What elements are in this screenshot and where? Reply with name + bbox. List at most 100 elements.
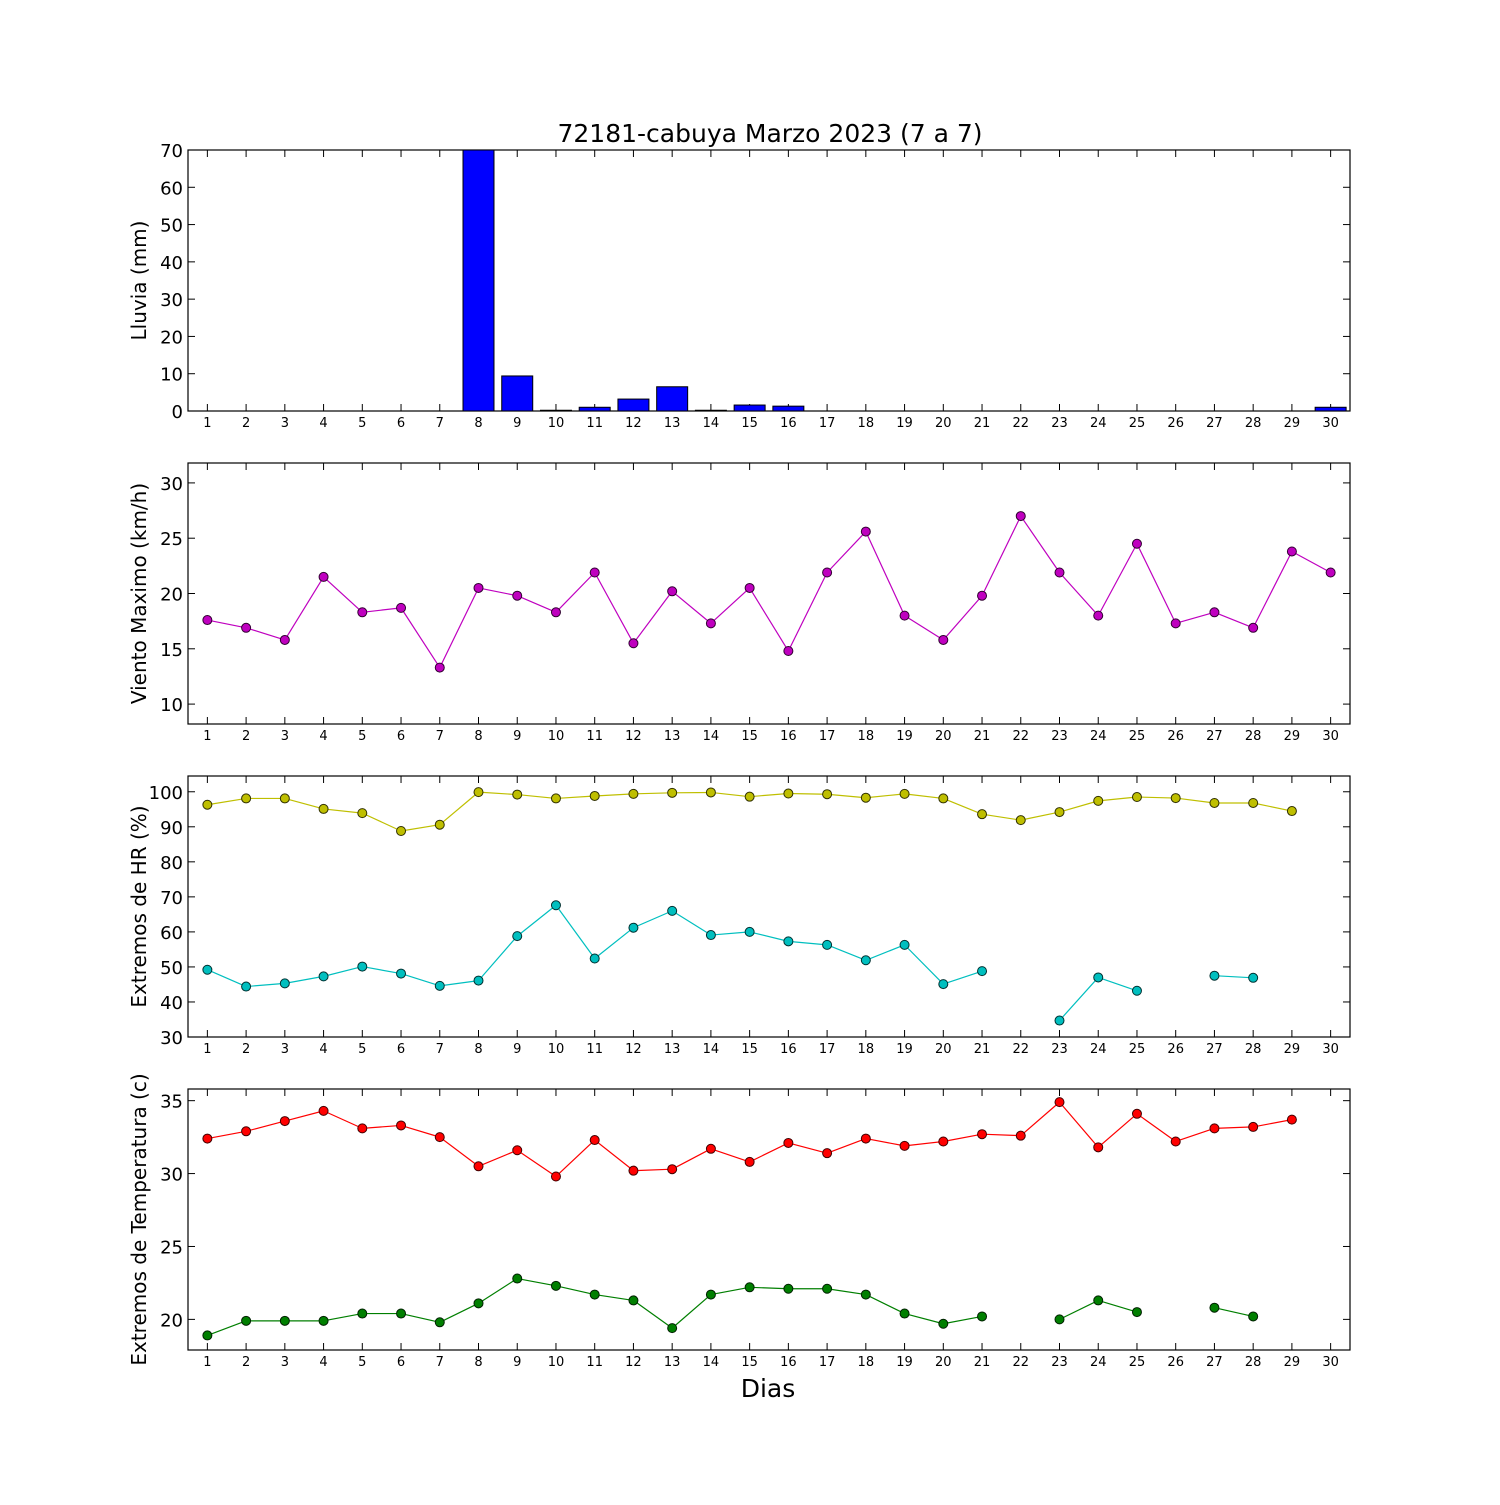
rain-panel-ytick-label: 60 [160,178,183,199]
temperature-panel-xtick-label: 9 [513,1355,521,1370]
humidity-max-point [1132,793,1141,802]
humidity-max-point [358,809,367,818]
temp-max-point [861,1134,870,1143]
humidity-min-point [397,969,406,978]
humidity-max-point [1210,798,1219,807]
humidity-max-point [590,791,599,800]
temp-max-point [784,1138,793,1147]
humidity-panel-xtick-label: 28 [1245,1042,1262,1057]
rain-panel-xtick-label: 3 [281,416,289,431]
wind-max-point [900,611,909,620]
rain-panel-xtick-label: 16 [780,416,797,431]
rain-panel-ytick-label: 20 [160,327,183,348]
humidity-panel-xtick-label: 8 [474,1042,482,1057]
temp-max-point [823,1149,832,1158]
humidity-max-point [900,789,909,798]
temperature-panel-xtick-label: 20 [935,1355,952,1370]
temperature-panel-xtick-label: 10 [548,1355,565,1370]
rain-panel-xtick-label: 12 [625,416,642,431]
humidity-panel-xtick-label: 11 [586,1042,603,1057]
wind-panel-xtick-label: 20 [935,729,952,744]
wind-max-point [1094,611,1103,620]
humidity-panel-xtick-label: 10 [548,1042,565,1057]
humidity-min-point [513,932,522,941]
temp-min-point [745,1283,754,1292]
temp-min-point [551,1281,560,1290]
humidity-min-point [203,965,212,974]
temp-min-point [939,1319,948,1328]
rain-panel-xtick-label: 2 [242,416,250,431]
temp-max-point [1094,1143,1103,1152]
rain-bar [579,407,610,411]
wind-panel-xtick-label: 11 [586,729,603,744]
temp-max-point [668,1165,677,1174]
humidity-max-point [513,790,522,799]
temperature-panel-xtick-label: 26 [1167,1355,1184,1370]
temp-min-point [1132,1308,1141,1317]
humidity-min-point [1249,973,1258,982]
humidity-max-point [939,794,948,803]
temperature-panel-xtick-label: 18 [858,1355,875,1370]
humidity-max-point [551,794,560,803]
wind-panel-xtick-label: 16 [780,729,797,744]
humidity-panel-ytick-label: 30 [160,1028,183,1049]
temperature-panel-xtick-label: 3 [281,1355,289,1370]
rain-panel-xtick-label: 23 [1051,416,1068,431]
rain-panel-ytick-label: 30 [160,290,183,311]
humidity-panel-xtick-label: 14 [703,1042,720,1057]
wind-max-point [203,616,212,625]
humidity-panel-ytick-label: 60 [160,923,183,944]
humidity-min-point [474,976,483,985]
wind-panel-ytick-label: 30 [160,474,183,495]
wind-max-point [1210,608,1219,617]
humidity-max-point [474,788,483,797]
temp-min-point [784,1284,793,1293]
humidity-panel-xtick-label: 13 [664,1042,681,1057]
temp-min-point [1094,1296,1103,1305]
humidity-min-point [823,940,832,949]
wind-max-point [242,623,251,632]
wind-panel-ytick-label: 25 [160,529,183,550]
humidity-min-point [358,962,367,971]
humidity-max-point [784,789,793,798]
temp-min-point [823,1284,832,1293]
rain-bar [1315,407,1346,411]
temp-min-point [397,1309,406,1318]
humidity-panel-xtick-label: 20 [935,1042,952,1057]
wind-panel-xtick-label: 4 [319,729,327,744]
temp-min-point [203,1331,212,1340]
wind-max-point [590,568,599,577]
temp-max-point [203,1134,212,1143]
rain-panel-xtick-label: 5 [358,416,366,431]
temp-min-point [1249,1312,1258,1321]
rain-panel-xtick-label: 25 [1129,416,1146,431]
temp-min-point [978,1312,987,1321]
rain-panel-xtick-label: 29 [1284,416,1301,431]
temp-min-point [629,1296,638,1305]
temperature-panel-ytick-label: 30 [160,1165,183,1186]
rain-panel-xtick-label: 15 [741,416,758,431]
temp-max-point [706,1144,715,1153]
humidity-panel-xtick-label: 4 [319,1042,327,1057]
humidity-panel-xtick-label: 17 [819,1042,836,1057]
temperature-panel-xtick-label: 6 [397,1355,405,1370]
rain-panel-xtick-label: 8 [474,416,482,431]
wind-max-point [668,587,677,596]
wind-panel-xtick-label: 21 [974,729,991,744]
humidity-max-point [319,804,328,813]
rain-panel-xtick-label: 20 [935,416,952,431]
temp-max-point [978,1130,987,1139]
humidity-panel-xtick-label: 26 [1167,1042,1184,1057]
temp-max-point [1210,1124,1219,1133]
wind-max-point [978,591,987,600]
wind-panel-xtick-label: 3 [281,729,289,744]
wind-panel-xtick-label: 10 [548,729,565,744]
rain-bar [657,387,688,411]
x-axis-label: Dias [741,1374,796,1403]
humidity-panel-ytick-label: 80 [160,853,183,874]
wind-max-point [706,619,715,628]
rain-bar [695,410,726,411]
rain-panel-xtick-label: 6 [397,416,405,431]
temp-min-point [242,1316,251,1325]
wind-max-point [629,639,638,648]
